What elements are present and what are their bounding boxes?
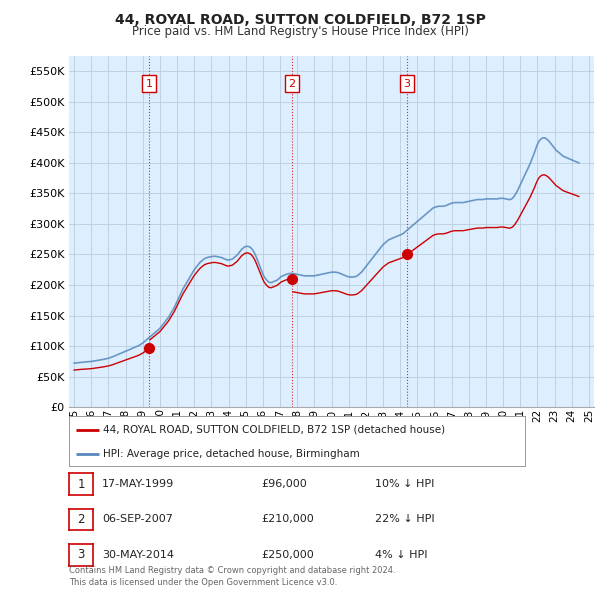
Text: 4% ↓ HPI: 4% ↓ HPI xyxy=(375,550,427,559)
Text: 3: 3 xyxy=(77,548,85,562)
Text: £250,000: £250,000 xyxy=(261,550,314,559)
Text: 2: 2 xyxy=(77,513,85,526)
Text: 22% ↓ HPI: 22% ↓ HPI xyxy=(375,514,434,524)
Text: 44, ROYAL ROAD, SUTTON COLDFIELD, B72 1SP: 44, ROYAL ROAD, SUTTON COLDFIELD, B72 1S… xyxy=(115,13,485,27)
Text: 06-SEP-2007: 06-SEP-2007 xyxy=(102,514,173,524)
Text: HPI: Average price, detached house, Birmingham: HPI: Average price, detached house, Birm… xyxy=(103,448,360,458)
Text: 10% ↓ HPI: 10% ↓ HPI xyxy=(375,479,434,489)
Text: £210,000: £210,000 xyxy=(261,514,314,524)
Text: 3: 3 xyxy=(404,78,410,88)
Text: 30-MAY-2014: 30-MAY-2014 xyxy=(102,550,174,559)
Text: Contains HM Land Registry data © Crown copyright and database right 2024.
This d: Contains HM Land Registry data © Crown c… xyxy=(69,566,395,587)
Text: Price paid vs. HM Land Registry's House Price Index (HPI): Price paid vs. HM Land Registry's House … xyxy=(131,25,469,38)
Text: 1: 1 xyxy=(77,477,85,491)
Text: 1: 1 xyxy=(146,78,152,88)
Text: 17-MAY-1999: 17-MAY-1999 xyxy=(102,479,174,489)
Text: 2: 2 xyxy=(288,78,295,88)
Text: £96,000: £96,000 xyxy=(261,479,307,489)
Text: 44, ROYAL ROAD, SUTTON COLDFIELD, B72 1SP (detached house): 44, ROYAL ROAD, SUTTON COLDFIELD, B72 1S… xyxy=(103,425,445,435)
